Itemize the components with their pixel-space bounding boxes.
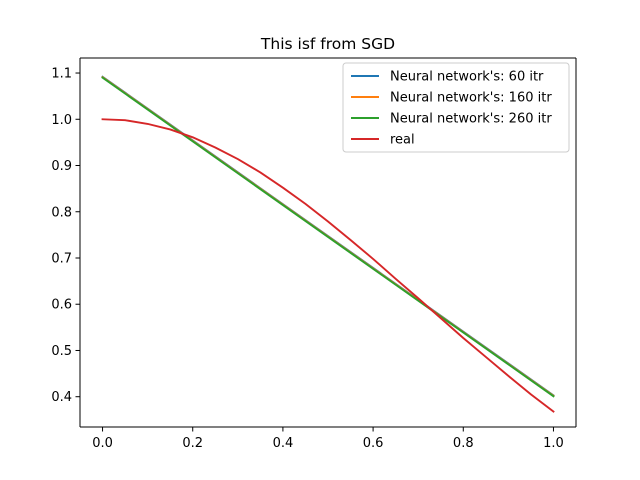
- x-tick-label: 1.0: [543, 436, 564, 451]
- y-tick-label: 0.8: [51, 205, 72, 220]
- plot-area: [101, 75, 555, 413]
- y-tick-label: 0.9: [51, 159, 72, 174]
- x-tick-label: 0.2: [182, 436, 203, 451]
- y-tick-label: 0.4: [51, 390, 72, 405]
- legend-label-1: Neural network's: 60 itr: [390, 70, 544, 85]
- axes: 0.0 0.2 0.4 0.6 0.8 1.0 0.4 0.5 0.6 0.7 0.8 0.9 1.0 1…: [51, 57, 577, 451]
- series-lines: [101, 75, 555, 413]
- y-tick-label: 1.1: [51, 67, 72, 82]
- y-tick-label: 0.6: [51, 298, 72, 313]
- legend-label-2: Neural network's: 160 itr: [390, 91, 552, 106]
- legend-label-4: real: [390, 133, 415, 148]
- x-tick-label: 0.4: [273, 436, 294, 451]
- chart-title: This isf from SGD: [260, 35, 395, 53]
- x-tick-label: 0.8: [453, 436, 474, 451]
- series-line-3: [101, 76, 555, 398]
- x-tick-label: 0.0: [92, 436, 113, 451]
- legend-label-3: Neural network's: 260 itr: [390, 112, 552, 127]
- y-tick-label: 0.5: [51, 344, 72, 359]
- x-tick-label: 0.6: [363, 436, 384, 451]
- legend-box: [342, 62, 570, 153]
- legend: Neural network's: 60 itr Neural network's…: [342, 62, 570, 153]
- y-tick-label: 1.0: [51, 113, 72, 128]
- series-line-4: [101, 118, 555, 413]
- y-tick-label: 0.7: [51, 251, 72, 266]
